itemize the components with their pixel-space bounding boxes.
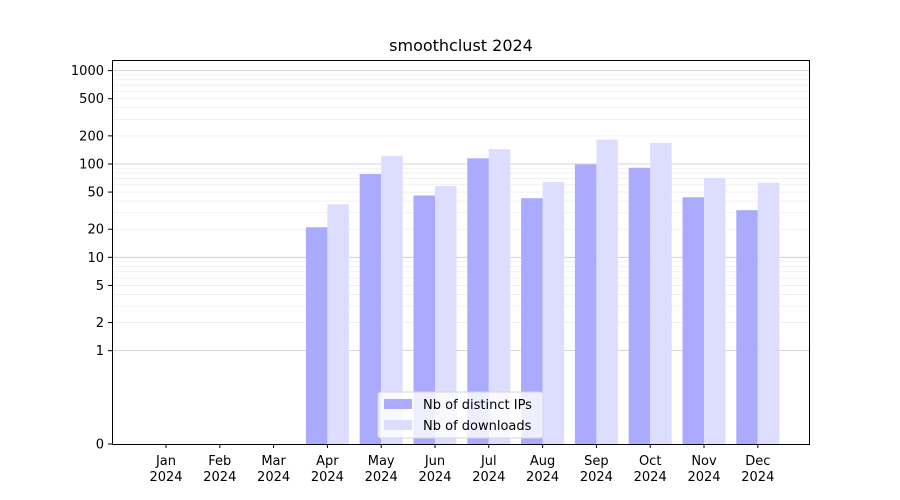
legend-box bbox=[377, 391, 544, 439]
y-tick-label: 2 bbox=[96, 316, 104, 331]
x-tick-label-year: 2024 bbox=[472, 470, 505, 485]
bar bbox=[327, 204, 349, 444]
y-tick-label: 20 bbox=[87, 223, 104, 238]
x-tick-label-year: 2024 bbox=[687, 470, 720, 485]
y-tick-label: 1000 bbox=[71, 64, 104, 79]
y-tick-label: 50 bbox=[87, 186, 104, 201]
x-tick-label-year: 2024 bbox=[580, 470, 613, 485]
x-axis: Jan2024Feb2024Mar2024Apr2024May2024Jun20… bbox=[149, 444, 774, 485]
legend-label: Nb of downloads bbox=[423, 419, 532, 434]
bar bbox=[435, 186, 457, 444]
bar bbox=[381, 155, 403, 444]
x-tick-label-year: 2024 bbox=[203, 470, 236, 485]
y-tick-label: 0 bbox=[96, 438, 104, 453]
chart-title: smoothclust 2024 bbox=[389, 36, 533, 55]
y-tick-label: 100 bbox=[79, 157, 104, 172]
x-tick-label-year: 2024 bbox=[418, 470, 451, 485]
plot-frame bbox=[112, 60, 810, 445]
x-tick-label-year: 2024 bbox=[149, 470, 182, 485]
y-tick-label: 10 bbox=[87, 251, 104, 266]
bar bbox=[757, 182, 780, 444]
grid-lines bbox=[112, 70, 809, 352]
x-tick-label-year: 2024 bbox=[634, 470, 667, 485]
bar bbox=[467, 158, 489, 444]
x-tick-label-month: Feb bbox=[208, 454, 231, 469]
legend: Nb of distinct IPs Nb of downloads bbox=[377, 391, 544, 439]
x-tick-label-month: Apr bbox=[316, 454, 339, 469]
bar bbox=[596, 139, 618, 444]
bar bbox=[736, 210, 758, 444]
bar bbox=[542, 182, 565, 445]
x-tick-label-year: 2024 bbox=[365, 470, 398, 485]
x-tick-label-month: Jun bbox=[424, 454, 445, 469]
x-tick-label-month: Jan bbox=[155, 454, 176, 469]
x-tick-label-month: Sep bbox=[584, 454, 609, 469]
bars bbox=[305, 139, 780, 445]
x-tick-label-year: 2024 bbox=[311, 470, 344, 485]
y-tick-label: 1 bbox=[96, 344, 104, 359]
x-tick-label-month: May bbox=[368, 454, 395, 469]
x-tick-label-year: 2024 bbox=[526, 470, 559, 485]
bar bbox=[650, 142, 672, 444]
bar bbox=[413, 195, 435, 444]
bar bbox=[359, 174, 382, 444]
y-tick-label: 500 bbox=[79, 92, 104, 107]
y-tick-label: 5 bbox=[96, 279, 104, 294]
x-tick-label-month: Nov bbox=[691, 454, 717, 469]
legend-swatch bbox=[384, 420, 412, 430]
x-tick-label-month: Mar bbox=[261, 454, 286, 469]
bar bbox=[305, 227, 328, 444]
bar bbox=[521, 198, 543, 444]
legend-label: Nb of distinct IPs bbox=[423, 398, 532, 413]
x-tick-label-month: Jul bbox=[480, 454, 497, 469]
x-tick-label-month: Aug bbox=[530, 454, 555, 469]
y-axis: 0 1 2 5 10 20 50 100 200 500 1000 bbox=[71, 64, 112, 453]
bar bbox=[704, 177, 726, 444]
x-tick-label-month: Dec bbox=[745, 454, 770, 469]
x-tick-label-year: 2024 bbox=[257, 470, 290, 485]
bar bbox=[574, 164, 597, 445]
legend-swatch bbox=[384, 399, 412, 409]
bar bbox=[682, 197, 704, 444]
x-tick-label-month: Oct bbox=[639, 454, 661, 469]
y-tick-label: 200 bbox=[79, 129, 104, 144]
bar bbox=[628, 167, 651, 445]
bar bbox=[488, 149, 511, 445]
x-tick-label-year: 2024 bbox=[741, 470, 774, 485]
